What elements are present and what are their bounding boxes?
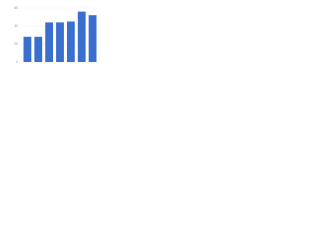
bar: [45, 22, 54, 62]
bar: [66, 21, 75, 62]
y-tick-label: 0: [16, 60, 18, 64]
bar: [77, 11, 86, 63]
bar: [56, 22, 64, 62]
y-tick-label: 60: [14, 6, 18, 10]
bar: [23, 36, 32, 62]
chart: 0 20 40 60: [14, 6, 98, 64]
y-tick-label: 20: [14, 42, 18, 46]
y-tick-label: 40: [14, 24, 18, 28]
bar: [34, 36, 43, 62]
bar: [88, 15, 97, 62]
